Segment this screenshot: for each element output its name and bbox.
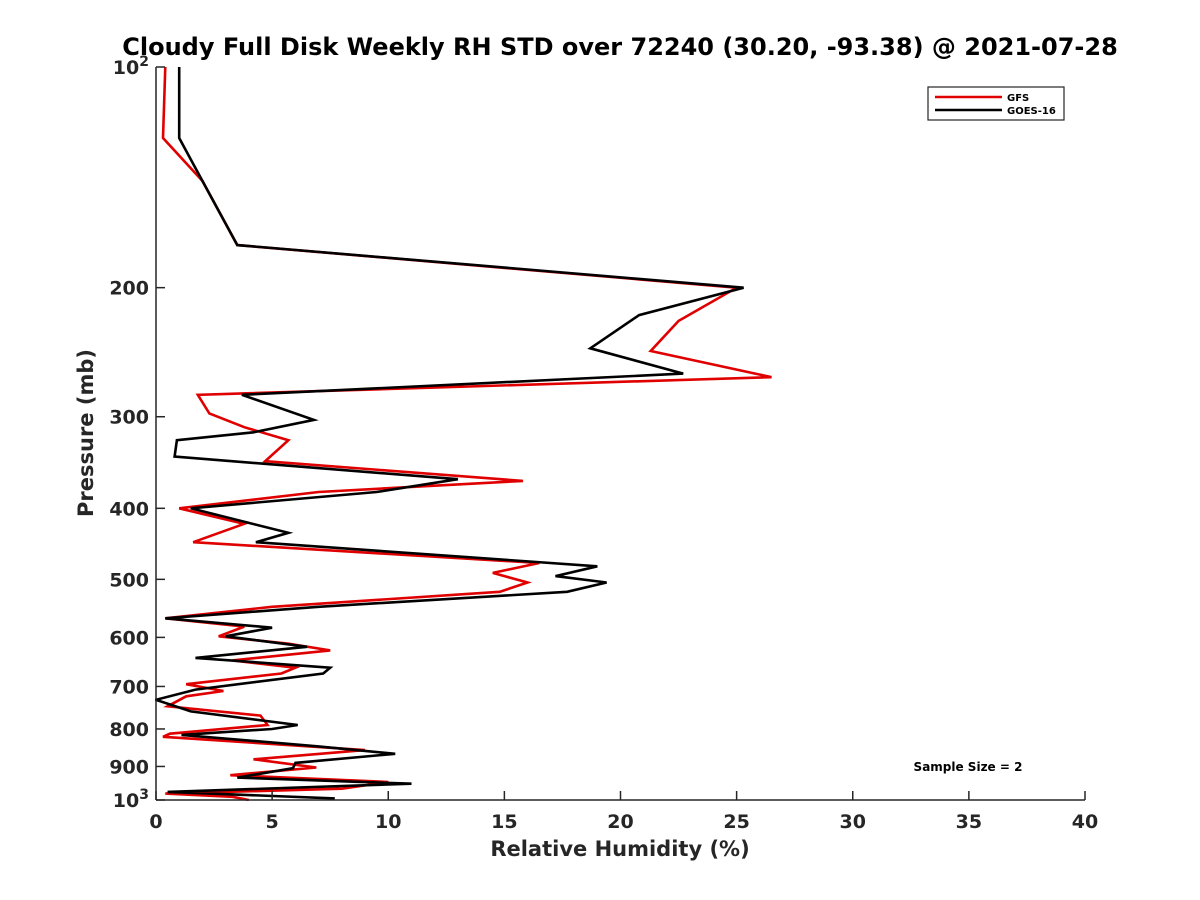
x-tick-label-25: 25: [723, 811, 749, 833]
legend: GFS GOES-16: [927, 86, 1065, 121]
y-tick-label-base: 700: [109, 676, 149, 698]
y-tick-label-700: 700: [109, 676, 149, 698]
y-tick-label-base: 10: [113, 790, 139, 812]
x-axis-label: Relative Humidity (%): [490, 837, 749, 861]
y-tick-label-600: 600: [109, 627, 149, 649]
y-tick-label-base: 900: [109, 756, 149, 778]
series-line-goes-16: [155, 67, 744, 800]
series-line-gfs: [161, 67, 772, 801]
y-tick-label-800: 800: [109, 719, 149, 741]
chart-title: Cloudy Full Disk Weekly RH STD over 7224…: [122, 33, 1118, 61]
y-tick-label-base: 200: [109, 278, 149, 300]
y-tick-label-base: 600: [109, 627, 149, 649]
y-tick-label-exponent: 2: [139, 54, 149, 70]
y-tick-label-200: 200: [109, 278, 149, 300]
x-tick-label-10: 10: [375, 811, 401, 833]
axes: [155, 67, 1085, 801]
series-layer: [155, 67, 772, 801]
y-tick-label-1000: 103: [113, 787, 149, 812]
y-tick-label-base: 300: [109, 407, 149, 429]
y-tick-label-900: 900: [109, 756, 149, 778]
legend-label-goes-16: GOES-16: [1007, 106, 1056, 117]
x-tick-label-0: 0: [149, 811, 162, 833]
x-tick-label-20: 20: [607, 811, 633, 833]
x-tick-label-35: 35: [956, 811, 982, 833]
y-tick-label-base: 500: [109, 569, 149, 591]
y-tick-label-400: 400: [109, 498, 149, 520]
x-tick-label-40: 40: [1072, 811, 1098, 833]
y-tick-label-300: 300: [109, 407, 149, 429]
legend-box: [927, 86, 1065, 121]
y-tick-label-exponent: 3: [139, 787, 149, 803]
sample-size-annotation: Sample Size = 2: [914, 760, 1023, 774]
y-axis-label: Pressure (mb): [74, 349, 98, 517]
x-tick-label-30: 30: [840, 811, 866, 833]
y-tick-label-base: 800: [109, 719, 149, 741]
y-tick-label-500: 500: [109, 569, 149, 591]
y-tick-label-base: 400: [109, 498, 149, 520]
plot-area: [155, 67, 772, 801]
x-tick-label-5: 5: [266, 811, 279, 833]
y-tick-label-100: 102: [113, 54, 149, 79]
y-tick-label-base: 10: [113, 57, 139, 79]
x-tick-label-15: 15: [491, 811, 517, 833]
legend-label-gfs: GFS: [1007, 93, 1029, 104]
x-ticks: 0 5 10 15 20 25 30 35 40: [149, 791, 1098, 833]
